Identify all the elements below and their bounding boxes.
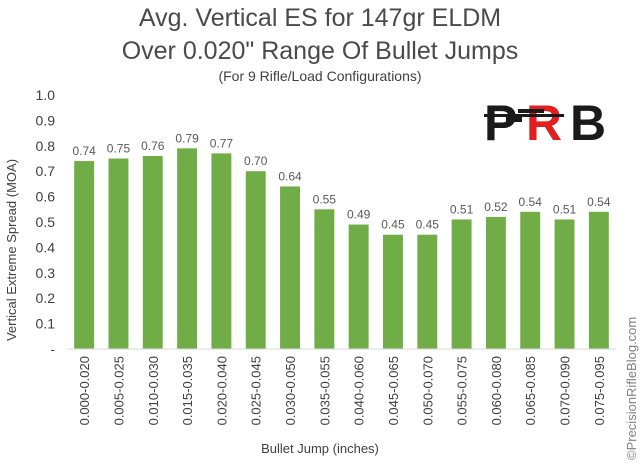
bar (211, 153, 232, 349)
y-tick-label: 0.6 (36, 189, 56, 205)
bar (588, 211, 609, 349)
x-tick-label: 0.005-0.025 (111, 356, 126, 425)
y-tick-label: - (50, 341, 55, 357)
data-label: 0.70 (244, 154, 268, 168)
chart-title-line2: Over 0.020" Range Of Bullet Jumps (121, 37, 519, 65)
data-label: 0.79 (175, 131, 199, 145)
y-tick-label: 0.7 (36, 163, 56, 179)
prb-logo: P R B (484, 96, 606, 146)
data-label: 0.77 (210, 136, 234, 150)
x-tick-label: 0.045-0.065 (386, 356, 401, 425)
y-tick-label: 0.2 (36, 290, 56, 306)
bar (417, 234, 438, 349)
data-label: 0.54 (519, 195, 543, 209)
logo-letter-b: B (570, 96, 606, 146)
bar (554, 219, 575, 349)
y-tick-label: 0.9 (36, 112, 56, 128)
chart-title-line1: Avg. Vertical ES for 147gr ELDM (138, 4, 502, 32)
y-tick-label: 0.3 (36, 265, 56, 281)
y-axis-label: Vertical Extreme Spread (MOA) (4, 158, 19, 342)
watermark-text: ©PrecisionRifleBlog.com (624, 316, 639, 460)
bar (348, 224, 369, 349)
x-tick-label: 0.075-0.095 (592, 356, 607, 425)
data-label: 0.51 (553, 202, 577, 216)
x-tick-label: 0.000-0.020 (77, 356, 92, 425)
data-label: 0.74 (72, 144, 96, 158)
bar (485, 216, 506, 349)
data-label: 0.75 (107, 142, 131, 156)
x-tick-label: 0.050-0.070 (420, 356, 435, 425)
x-tick-label: 0.040-0.060 (352, 356, 367, 425)
x-tick-label: 0.030-0.050 (283, 356, 298, 425)
x-tick-label: 0.065-0.085 (523, 356, 538, 425)
y-tick-label: 0.5 (36, 214, 56, 230)
y-tick-label: 0.8 (36, 138, 56, 154)
chart-subtitle: (For 9 Rifle/Load Configurations) (218, 68, 422, 84)
bar (108, 158, 129, 349)
bar (177, 148, 198, 349)
data-label: 0.45 (381, 218, 405, 232)
y-tick-label: 0.1 (36, 316, 56, 332)
bar (314, 209, 335, 349)
bar (383, 234, 403, 349)
x-axis-label: Bullet Jump (inches) (261, 441, 379, 456)
data-label: 0.45 (416, 218, 440, 232)
bar (280, 186, 300, 349)
y-tick-label: 0.4 (36, 239, 56, 255)
logo-letter-r: R (526, 96, 562, 146)
data-label: 0.64 (278, 169, 302, 183)
bar (451, 219, 472, 349)
bar (74, 161, 95, 349)
data-label: 0.55 (313, 192, 337, 206)
bar (142, 155, 163, 349)
x-tick-label: 0.070-0.090 (558, 356, 573, 425)
x-tick-label: 0.015-0.035 (180, 356, 195, 425)
x-tick-label: 0.035-0.055 (317, 356, 332, 425)
rifle-icon (484, 109, 564, 122)
bar (245, 171, 266, 349)
data-label: 0.49 (347, 208, 371, 222)
x-tick-label: 0.060-0.080 (489, 356, 504, 425)
x-tick-label: 0.055-0.075 (455, 356, 470, 425)
x-tick-label: 0.025-0.045 (249, 356, 264, 425)
data-label: 0.51 (450, 202, 474, 216)
data-label: 0.54 (587, 195, 611, 209)
bar (520, 211, 541, 349)
data-label: 0.52 (484, 200, 508, 214)
x-tick-label: 0.020-0.040 (214, 356, 229, 425)
data-label: 0.76 (141, 139, 165, 153)
y-tick-label: 1.0 (36, 87, 56, 103)
x-tick-label: 0.010-0.030 (146, 356, 161, 425)
